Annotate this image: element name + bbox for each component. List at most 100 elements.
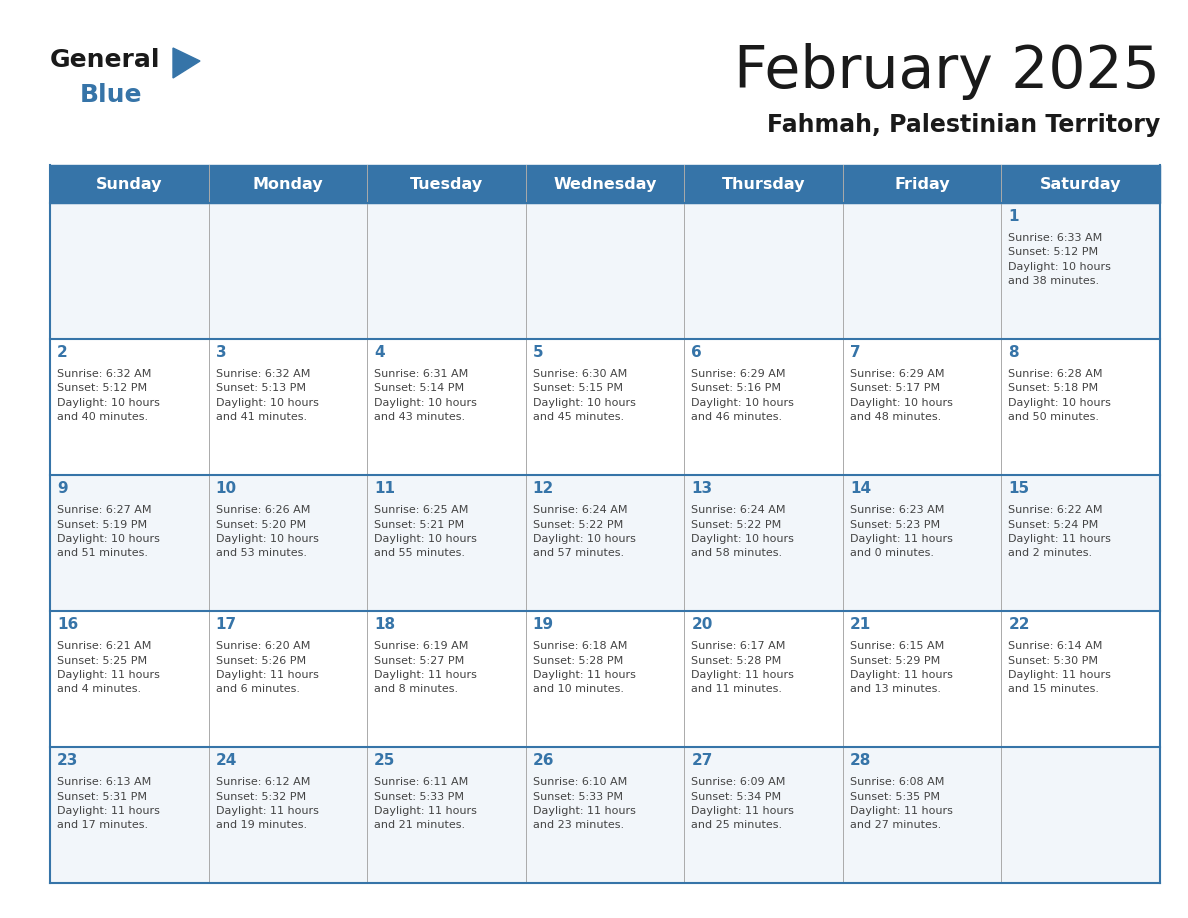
Text: Sunrise: 6:27 AM: Sunrise: 6:27 AM bbox=[57, 505, 152, 515]
Text: and 8 minutes.: and 8 minutes. bbox=[374, 685, 459, 695]
Text: and 45 minutes.: and 45 minutes. bbox=[532, 412, 624, 422]
Text: Sunrise: 6:30 AM: Sunrise: 6:30 AM bbox=[532, 369, 627, 379]
Text: Daylight: 10 hours: Daylight: 10 hours bbox=[849, 398, 953, 408]
Text: General: General bbox=[50, 48, 160, 72]
Text: Daylight: 10 hours: Daylight: 10 hours bbox=[1009, 398, 1111, 408]
Text: Sunset: 5:28 PM: Sunset: 5:28 PM bbox=[532, 655, 623, 666]
Bar bbox=[50, 165, 1159, 203]
Text: Sunrise: 6:24 AM: Sunrise: 6:24 AM bbox=[532, 505, 627, 515]
Text: 24: 24 bbox=[215, 753, 236, 768]
Text: Daylight: 11 hours: Daylight: 11 hours bbox=[691, 670, 794, 680]
Text: Daylight: 10 hours: Daylight: 10 hours bbox=[215, 534, 318, 544]
Text: Sunrise: 6:26 AM: Sunrise: 6:26 AM bbox=[215, 505, 310, 515]
Text: Sunset: 5:32 PM: Sunset: 5:32 PM bbox=[215, 791, 305, 801]
Text: Daylight: 10 hours: Daylight: 10 hours bbox=[57, 534, 160, 544]
Text: Sunset: 5:31 PM: Sunset: 5:31 PM bbox=[57, 791, 147, 801]
Text: Sunset: 5:28 PM: Sunset: 5:28 PM bbox=[691, 655, 782, 666]
Text: Sunrise: 6:13 AM: Sunrise: 6:13 AM bbox=[57, 777, 151, 787]
Text: Daylight: 11 hours: Daylight: 11 hours bbox=[374, 806, 478, 816]
Text: Sunrise: 6:25 AM: Sunrise: 6:25 AM bbox=[374, 505, 468, 515]
Text: and 2 minutes.: and 2 minutes. bbox=[1009, 548, 1093, 558]
Text: and 41 minutes.: and 41 minutes. bbox=[215, 412, 307, 422]
Text: 14: 14 bbox=[849, 481, 871, 496]
Text: Daylight: 10 hours: Daylight: 10 hours bbox=[215, 398, 318, 408]
Text: Daylight: 10 hours: Daylight: 10 hours bbox=[1009, 262, 1111, 272]
Text: Sunset: 5:34 PM: Sunset: 5:34 PM bbox=[691, 791, 782, 801]
Text: Sunset: 5:16 PM: Sunset: 5:16 PM bbox=[691, 384, 782, 394]
Text: Daylight: 11 hours: Daylight: 11 hours bbox=[1009, 670, 1111, 680]
Text: 15: 15 bbox=[1009, 481, 1030, 496]
Text: and 21 minutes.: and 21 minutes. bbox=[374, 821, 466, 831]
Text: and 38 minutes.: and 38 minutes. bbox=[1009, 276, 1100, 286]
Text: Daylight: 10 hours: Daylight: 10 hours bbox=[691, 398, 794, 408]
Text: Sunrise: 6:28 AM: Sunrise: 6:28 AM bbox=[1009, 369, 1102, 379]
Text: Monday: Monday bbox=[253, 176, 323, 192]
Text: Daylight: 11 hours: Daylight: 11 hours bbox=[849, 670, 953, 680]
Text: Sunset: 5:21 PM: Sunset: 5:21 PM bbox=[374, 520, 465, 530]
Text: Sunset: 5:22 PM: Sunset: 5:22 PM bbox=[691, 520, 782, 530]
Text: 9: 9 bbox=[57, 481, 68, 496]
Text: Sunset: 5:26 PM: Sunset: 5:26 PM bbox=[215, 655, 305, 666]
Text: Daylight: 11 hours: Daylight: 11 hours bbox=[57, 670, 160, 680]
Text: Daylight: 10 hours: Daylight: 10 hours bbox=[532, 398, 636, 408]
Text: Daylight: 11 hours: Daylight: 11 hours bbox=[691, 806, 794, 816]
Text: 5: 5 bbox=[532, 345, 543, 360]
Text: 1: 1 bbox=[1009, 209, 1019, 224]
Text: 8: 8 bbox=[1009, 345, 1019, 360]
Bar bbox=[50, 747, 1159, 883]
Text: Daylight: 11 hours: Daylight: 11 hours bbox=[849, 806, 953, 816]
Bar bbox=[50, 611, 1159, 747]
Text: and 6 minutes.: and 6 minutes. bbox=[215, 685, 299, 695]
Text: 4: 4 bbox=[374, 345, 385, 360]
Text: Sunrise: 6:24 AM: Sunrise: 6:24 AM bbox=[691, 505, 785, 515]
Text: Sunrise: 6:29 AM: Sunrise: 6:29 AM bbox=[691, 369, 785, 379]
Text: Sunrise: 6:20 AM: Sunrise: 6:20 AM bbox=[215, 641, 310, 651]
Text: and 57 minutes.: and 57 minutes. bbox=[532, 548, 624, 558]
Text: Sunset: 5:33 PM: Sunset: 5:33 PM bbox=[374, 791, 465, 801]
Text: and 10 minutes.: and 10 minutes. bbox=[532, 685, 624, 695]
Bar bbox=[50, 339, 1159, 475]
Text: Daylight: 11 hours: Daylight: 11 hours bbox=[57, 806, 160, 816]
Bar bbox=[50, 475, 1159, 611]
Text: Daylight: 11 hours: Daylight: 11 hours bbox=[532, 806, 636, 816]
Text: and 43 minutes.: and 43 minutes. bbox=[374, 412, 466, 422]
Text: and 19 minutes.: and 19 minutes. bbox=[215, 821, 307, 831]
Text: 12: 12 bbox=[532, 481, 554, 496]
Text: and 55 minutes.: and 55 minutes. bbox=[374, 548, 466, 558]
Text: 23: 23 bbox=[57, 753, 78, 768]
Text: Saturday: Saturday bbox=[1040, 176, 1121, 192]
Text: Sunset: 5:23 PM: Sunset: 5:23 PM bbox=[849, 520, 940, 530]
Text: Sunset: 5:30 PM: Sunset: 5:30 PM bbox=[1009, 655, 1099, 666]
Text: Sunday: Sunday bbox=[96, 176, 163, 192]
Text: Sunset: 5:12 PM: Sunset: 5:12 PM bbox=[1009, 248, 1099, 258]
Text: Sunset: 5:14 PM: Sunset: 5:14 PM bbox=[374, 384, 465, 394]
Text: Daylight: 10 hours: Daylight: 10 hours bbox=[532, 534, 636, 544]
Text: 2: 2 bbox=[57, 345, 68, 360]
Text: Sunset: 5:35 PM: Sunset: 5:35 PM bbox=[849, 791, 940, 801]
Text: Sunset: 5:17 PM: Sunset: 5:17 PM bbox=[849, 384, 940, 394]
Text: 25: 25 bbox=[374, 753, 396, 768]
Text: and 13 minutes.: and 13 minutes. bbox=[849, 685, 941, 695]
Text: Sunset: 5:29 PM: Sunset: 5:29 PM bbox=[849, 655, 940, 666]
Text: 26: 26 bbox=[532, 753, 555, 768]
Text: Sunset: 5:33 PM: Sunset: 5:33 PM bbox=[532, 791, 623, 801]
Text: 20: 20 bbox=[691, 617, 713, 632]
Text: and 53 minutes.: and 53 minutes. bbox=[215, 548, 307, 558]
Text: Sunrise: 6:22 AM: Sunrise: 6:22 AM bbox=[1009, 505, 1102, 515]
Polygon shape bbox=[173, 48, 200, 78]
Text: and 0 minutes.: and 0 minutes. bbox=[849, 548, 934, 558]
Text: Daylight: 11 hours: Daylight: 11 hours bbox=[1009, 534, 1111, 544]
Text: Sunset: 5:19 PM: Sunset: 5:19 PM bbox=[57, 520, 147, 530]
Text: and 40 minutes.: and 40 minutes. bbox=[57, 412, 148, 422]
Text: Thursday: Thursday bbox=[722, 176, 805, 192]
Text: 22: 22 bbox=[1009, 617, 1030, 632]
Text: and 11 minutes.: and 11 minutes. bbox=[691, 685, 782, 695]
Text: Sunset: 5:13 PM: Sunset: 5:13 PM bbox=[215, 384, 305, 394]
Text: Sunset: 5:18 PM: Sunset: 5:18 PM bbox=[1009, 384, 1099, 394]
Text: Daylight: 10 hours: Daylight: 10 hours bbox=[57, 398, 160, 408]
Text: Sunrise: 6:31 AM: Sunrise: 6:31 AM bbox=[374, 369, 468, 379]
Text: Blue: Blue bbox=[80, 83, 143, 107]
Text: Sunrise: 6:21 AM: Sunrise: 6:21 AM bbox=[57, 641, 151, 651]
Text: Sunset: 5:15 PM: Sunset: 5:15 PM bbox=[532, 384, 623, 394]
Text: Sunrise: 6:12 AM: Sunrise: 6:12 AM bbox=[215, 777, 310, 787]
